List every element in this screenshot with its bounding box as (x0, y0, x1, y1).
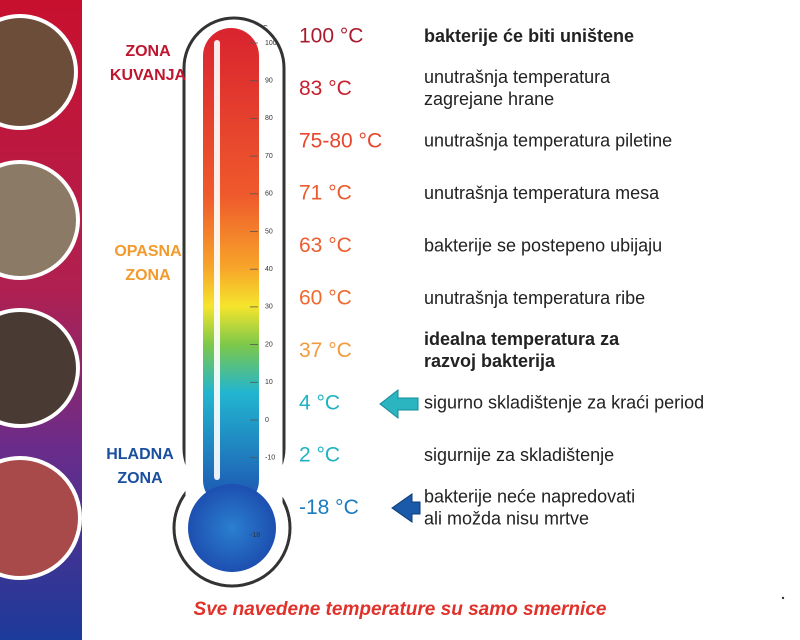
temperature: 71 °C (299, 182, 352, 205)
description: bakterije će biti uništene (424, 26, 634, 46)
temperature: 63 °C (299, 234, 352, 257)
bulb-label: -18 (250, 532, 260, 539)
description: idealna temperatura za (424, 329, 620, 349)
temperature: -18 °C (299, 496, 359, 519)
description: sigurno skladištenje za kraći period (424, 393, 704, 413)
description: unutrašnja temperatura piletine (424, 131, 672, 151)
thermometer (172, 16, 292, 588)
tick-label: 30 (265, 304, 273, 311)
zone-label: ZONA (117, 470, 163, 487)
tick-label: 20 (265, 341, 273, 348)
tick-label: -10 (265, 455, 275, 462)
arrow (379, 388, 419, 420)
tick-label: 90 (265, 78, 273, 85)
temperature: 2 °C (299, 444, 340, 467)
description: razvoj bakterija (424, 351, 556, 371)
tick-label: 80 (265, 115, 273, 122)
tick-label: 10 (265, 379, 273, 386)
tick-label: 0 (265, 417, 269, 424)
temperature: 75-80 °C (299, 129, 382, 152)
zone-label: OPASNA (114, 243, 182, 260)
arrow (391, 493, 421, 523)
tick-label: 70 (265, 153, 273, 160)
tick-label: 60 (265, 191, 273, 198)
temperature: 83 °C (299, 77, 352, 100)
description: unutrašnja temperatura (424, 67, 611, 87)
scale-unit: °C (260, 24, 268, 32)
dot (781, 596, 785, 600)
temperature: 4 °C (299, 391, 340, 414)
zone-label: ZONA (125, 267, 171, 284)
description: zagrejane hrane (424, 89, 554, 109)
description: unutrašnja temperatura mesa (424, 183, 660, 203)
tick-label: 40 (265, 266, 273, 273)
description: unutrašnja temperatura ribe (424, 288, 645, 308)
description: bakterije se postepeno ubijaju (424, 235, 662, 255)
photos (0, 14, 82, 580)
tick-label: 50 (265, 228, 273, 235)
temperature: 100 °C (299, 25, 363, 48)
footer: Sve navedene temperature su samo smernic… (194, 599, 607, 620)
temperature: 60 °C (299, 287, 352, 310)
temperature: 37 °C (299, 339, 352, 362)
description: bakterije neće napredovati (424, 486, 635, 506)
zone-label: HLADNA (106, 446, 174, 463)
zone-label: KUVANJA (110, 67, 187, 84)
description: sigurnije za skladištenje (424, 445, 614, 465)
zone-label: ZONA (125, 43, 171, 60)
tick-label: 100 (265, 40, 277, 47)
description: ali možda nisu mrtve (424, 508, 589, 528)
